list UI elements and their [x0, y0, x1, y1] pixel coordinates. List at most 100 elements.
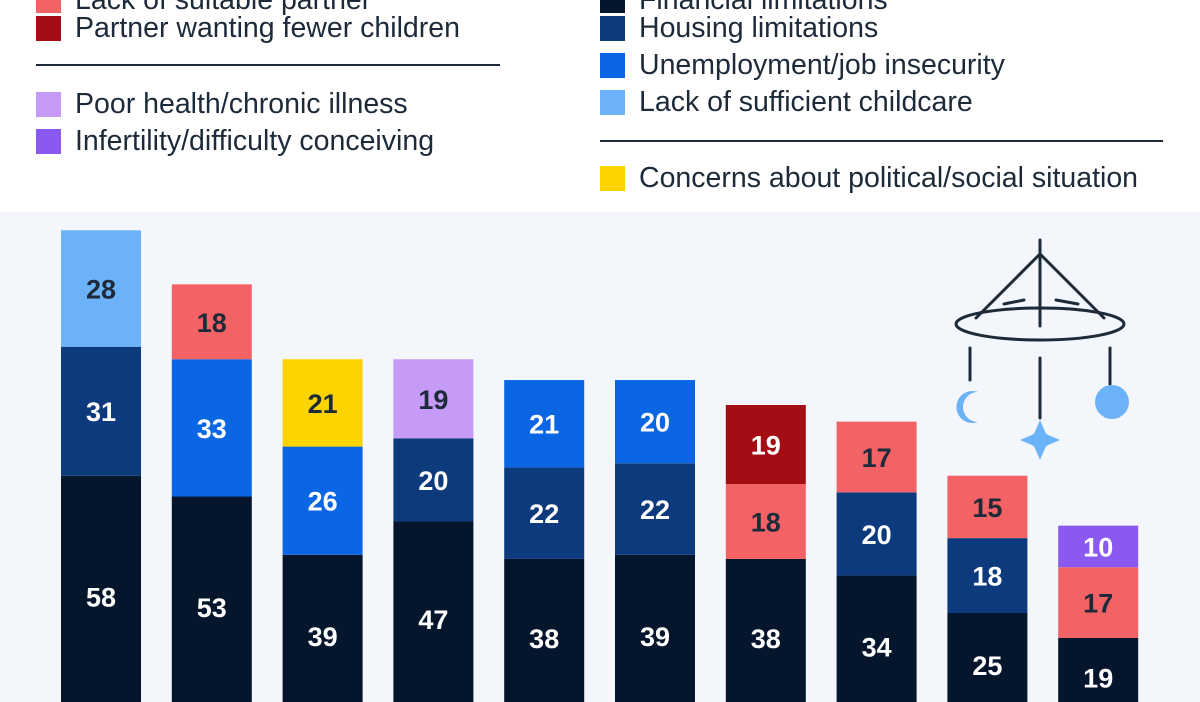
legend-item-lack-of-suitable-partner: Lack of suitable partner — [36, 0, 371, 18]
bar-2: 53 33 18 — [171, 284, 252, 702]
legend-swatch — [600, 89, 625, 115]
legend-item-financial-limitations: Financial limitations — [600, 0, 888, 18]
bar-segment-housing-limitations — [504, 467, 585, 559]
bar-6: 39 22 20 — [615, 380, 695, 702]
legend-divider — [36, 64, 500, 66]
mobile-dash — [1054, 298, 1080, 306]
mobile-arm — [1038, 252, 1106, 320]
star-icon — [1020, 420, 1060, 460]
bar-segment-lack-of-suitable-partner — [725, 484, 806, 559]
data-label: 19 — [418, 385, 448, 415]
data-label: 34 — [862, 632, 892, 662]
legend-swatch — [36, 0, 61, 13]
data-label: 33 — [197, 414, 227, 444]
bar-segment-lack-of-sufficient-childcare — [61, 230, 141, 347]
bar-segment-financial-limitations — [504, 558, 585, 702]
legend-label: Financial limitations — [639, 0, 888, 17]
data-label: 25 — [972, 651, 1002, 681]
bar-9: 25 18 15 — [947, 475, 1028, 702]
data-label: 38 — [751, 624, 781, 654]
legend-label: Infertility/difficulty conceiving — [75, 124, 435, 157]
bar-segment-financial-limitations — [282, 554, 363, 702]
bar-4: 47 20 19 — [393, 359, 474, 702]
bar-segment-financial-limitations — [171, 496, 252, 702]
bar-segment-financial-limitations — [947, 613, 1028, 702]
data-label: 20 — [418, 466, 448, 496]
bar-segment-lack-of-suitable-partner — [171, 284, 252, 360]
bar-segment-lack-of-suitable-partner — [1058, 567, 1139, 638]
data-label: 20 — [640, 408, 670, 438]
bar-segment-housing-limitations — [393, 438, 474, 522]
data-label: 26 — [308, 487, 338, 517]
legend-item-housing-limitations: Housing limitations — [600, 10, 878, 46]
bar-segment-housing-limitations — [61, 346, 141, 476]
legend-label: Lack of suitable partner — [75, 0, 371, 17]
legend-item-infertility: Infertility/difficulty conceiving — [36, 123, 434, 159]
baby-mobile-icon — [954, 238, 1129, 460]
bar-segment-infertility-difficulty-conceiving — [1058, 525, 1139, 568]
legend-swatch — [600, 15, 625, 41]
bar-segment-financial-limitations — [836, 575, 917, 702]
data-label: 18 — [751, 507, 781, 537]
data-label: 53 — [197, 593, 227, 623]
legend-item-poor-health: Poor health/chronic illness — [36, 86, 408, 122]
bar-segment-financial-limitations — [725, 558, 806, 702]
bar-segment-concerns-about-political-social-situation — [282, 359, 363, 447]
mobile-dash — [1002, 298, 1026, 306]
legend-item-partner-wanting-fewer-children: Partner wanting fewer children — [36, 10, 460, 46]
legend-label: Housing limitations — [639, 11, 879, 44]
data-label: 18 — [972, 562, 1002, 592]
bar-segment-unemployment-job-insecurity — [171, 359, 252, 497]
bar-segment-lack-of-suitable-partner — [947, 475, 1028, 539]
bar-segment-partner-wanting-fewer-children — [725, 405, 806, 485]
data-label: 22 — [640, 495, 670, 525]
bar-3: 39 26 21 — [282, 359, 363, 702]
data-label: 21 — [529, 410, 559, 440]
legend-label: Lack of sufficient childcare — [639, 85, 973, 118]
legend-label: Unemployment/job insecurity — [639, 48, 1005, 81]
bar-segment-unemployment-job-insecurity — [282, 446, 363, 555]
bar-segment-housing-limitations — [615, 463, 695, 555]
data-label: 38 — [529, 624, 559, 654]
data-label: 31 — [86, 397, 116, 427]
ball-icon — [1095, 385, 1129, 419]
bar-segment-financial-limitations — [61, 475, 141, 702]
data-label: 20 — [862, 520, 892, 550]
data-label: 15 — [972, 493, 1002, 523]
bar-segment-unemployment-job-insecurity — [615, 380, 695, 464]
legend-swatch — [600, 0, 625, 13]
bar-segment-financial-limitations — [393, 521, 474, 702]
legend-item-political-social: Concerns about political/social situatio… — [600, 160, 1138, 196]
bar-5: 38 22 21 — [504, 380, 585, 702]
legend-divider — [600, 140, 1163, 142]
data-label: 28 — [86, 275, 116, 305]
bar-segment-unemployment-job-insecurity — [504, 380, 585, 468]
legend: Lack of suitable partner Partner wanting… — [0, 0, 1200, 212]
data-label: 39 — [308, 622, 338, 652]
data-label: 47 — [418, 605, 448, 635]
bar-segment-poor-health-chronic-illness — [393, 359, 474, 439]
data-label: 19 — [751, 431, 781, 461]
data-label: 39 — [640, 622, 670, 652]
legend-label: Partner wanting fewer children — [75, 11, 460, 44]
bar-segment-lack-of-suitable-partner — [836, 421, 917, 493]
mobile-frame — [954, 238, 1126, 420]
legend-label: Concerns about political/social situatio… — [639, 161, 1139, 194]
data-label: 22 — [529, 499, 559, 529]
data-label: 17 — [862, 443, 892, 473]
legend-item-childcare: Lack of sufficient childcare — [600, 84, 973, 120]
data-label: 58 — [86, 582, 116, 612]
data-label: 21 — [308, 389, 338, 419]
legend-swatch — [36, 91, 61, 117]
bar-segment-housing-limitations — [836, 492, 917, 576]
moon-icon — [956, 391, 978, 423]
bar-1: 58 31 28 — [61, 230, 141, 702]
bar-segment-financial-limitations — [1058, 637, 1139, 702]
legend-swatch — [600, 165, 625, 191]
bar-8: 34 20 17 — [836, 421, 917, 702]
bar-10: 19 17 10 — [1058, 525, 1139, 702]
bar-segment-financial-limitations — [615, 554, 695, 702]
data-label: 19 — [1083, 663, 1113, 693]
data-label: 18 — [197, 308, 227, 338]
